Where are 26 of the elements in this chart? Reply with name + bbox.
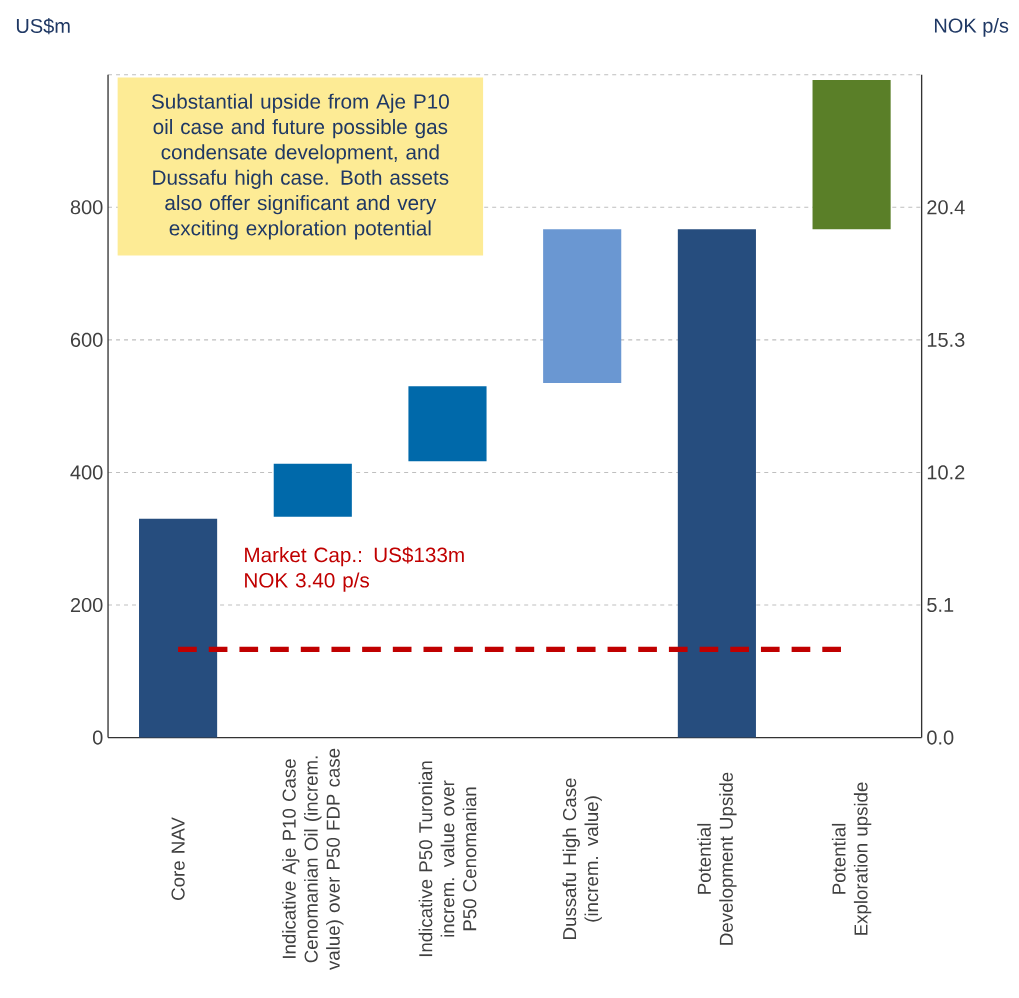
bar: [812, 80, 891, 230]
x-tick-label: Indicative P50 Turonian increm. value over P50 Cenomanian: [418, 761, 477, 957]
bar: [408, 386, 487, 462]
y-tick-label: 0: [92, 730, 103, 745]
y2-tick-label: 10.2: [927, 465, 965, 480]
ref-line-label: Market Cap.: US$133m NOK 3.40 p/s: [245, 546, 464, 592]
x-tick-label: Core NAV: [171, 817, 185, 901]
y-tick-label: 800: [70, 200, 103, 215]
bar: [273, 463, 352, 518]
bar: [543, 229, 622, 384]
y-tick-label: 400: [70, 465, 103, 480]
y2-axis-title: NOK p/s: [934, 18, 1009, 37]
bar: [139, 518, 218, 738]
annotation: Substantial upside from Aje P10 oil case and future possible gas condensate development, and Dussafu high case. Both assets also offer significant and very exciting exploration potential: [151, 93, 449, 240]
y2-tick-label: 5.1: [927, 598, 954, 613]
y2-tick-label: 0.0: [927, 730, 954, 745]
bar: [677, 229, 756, 738]
x-tick-label: Dussafu High Case (increm. value): [562, 778, 602, 940]
y2-tick-label: 20.4: [927, 200, 965, 215]
y-axis-title: US$m: [16, 18, 70, 35]
y2-tick-label: 15.3: [927, 332, 965, 348]
x-tick-label: Potential Exploration upside: [831, 782, 872, 935]
x-tick-label: Potential Development Upside: [697, 772, 737, 945]
y-tick-label: 600: [70, 332, 103, 348]
y-tick-label: 200: [70, 598, 103, 613]
x-tick-label: Indicative Aje P10 Case Cenomanian Oil (increm. value) over P50 FDP case: [282, 748, 344, 971]
